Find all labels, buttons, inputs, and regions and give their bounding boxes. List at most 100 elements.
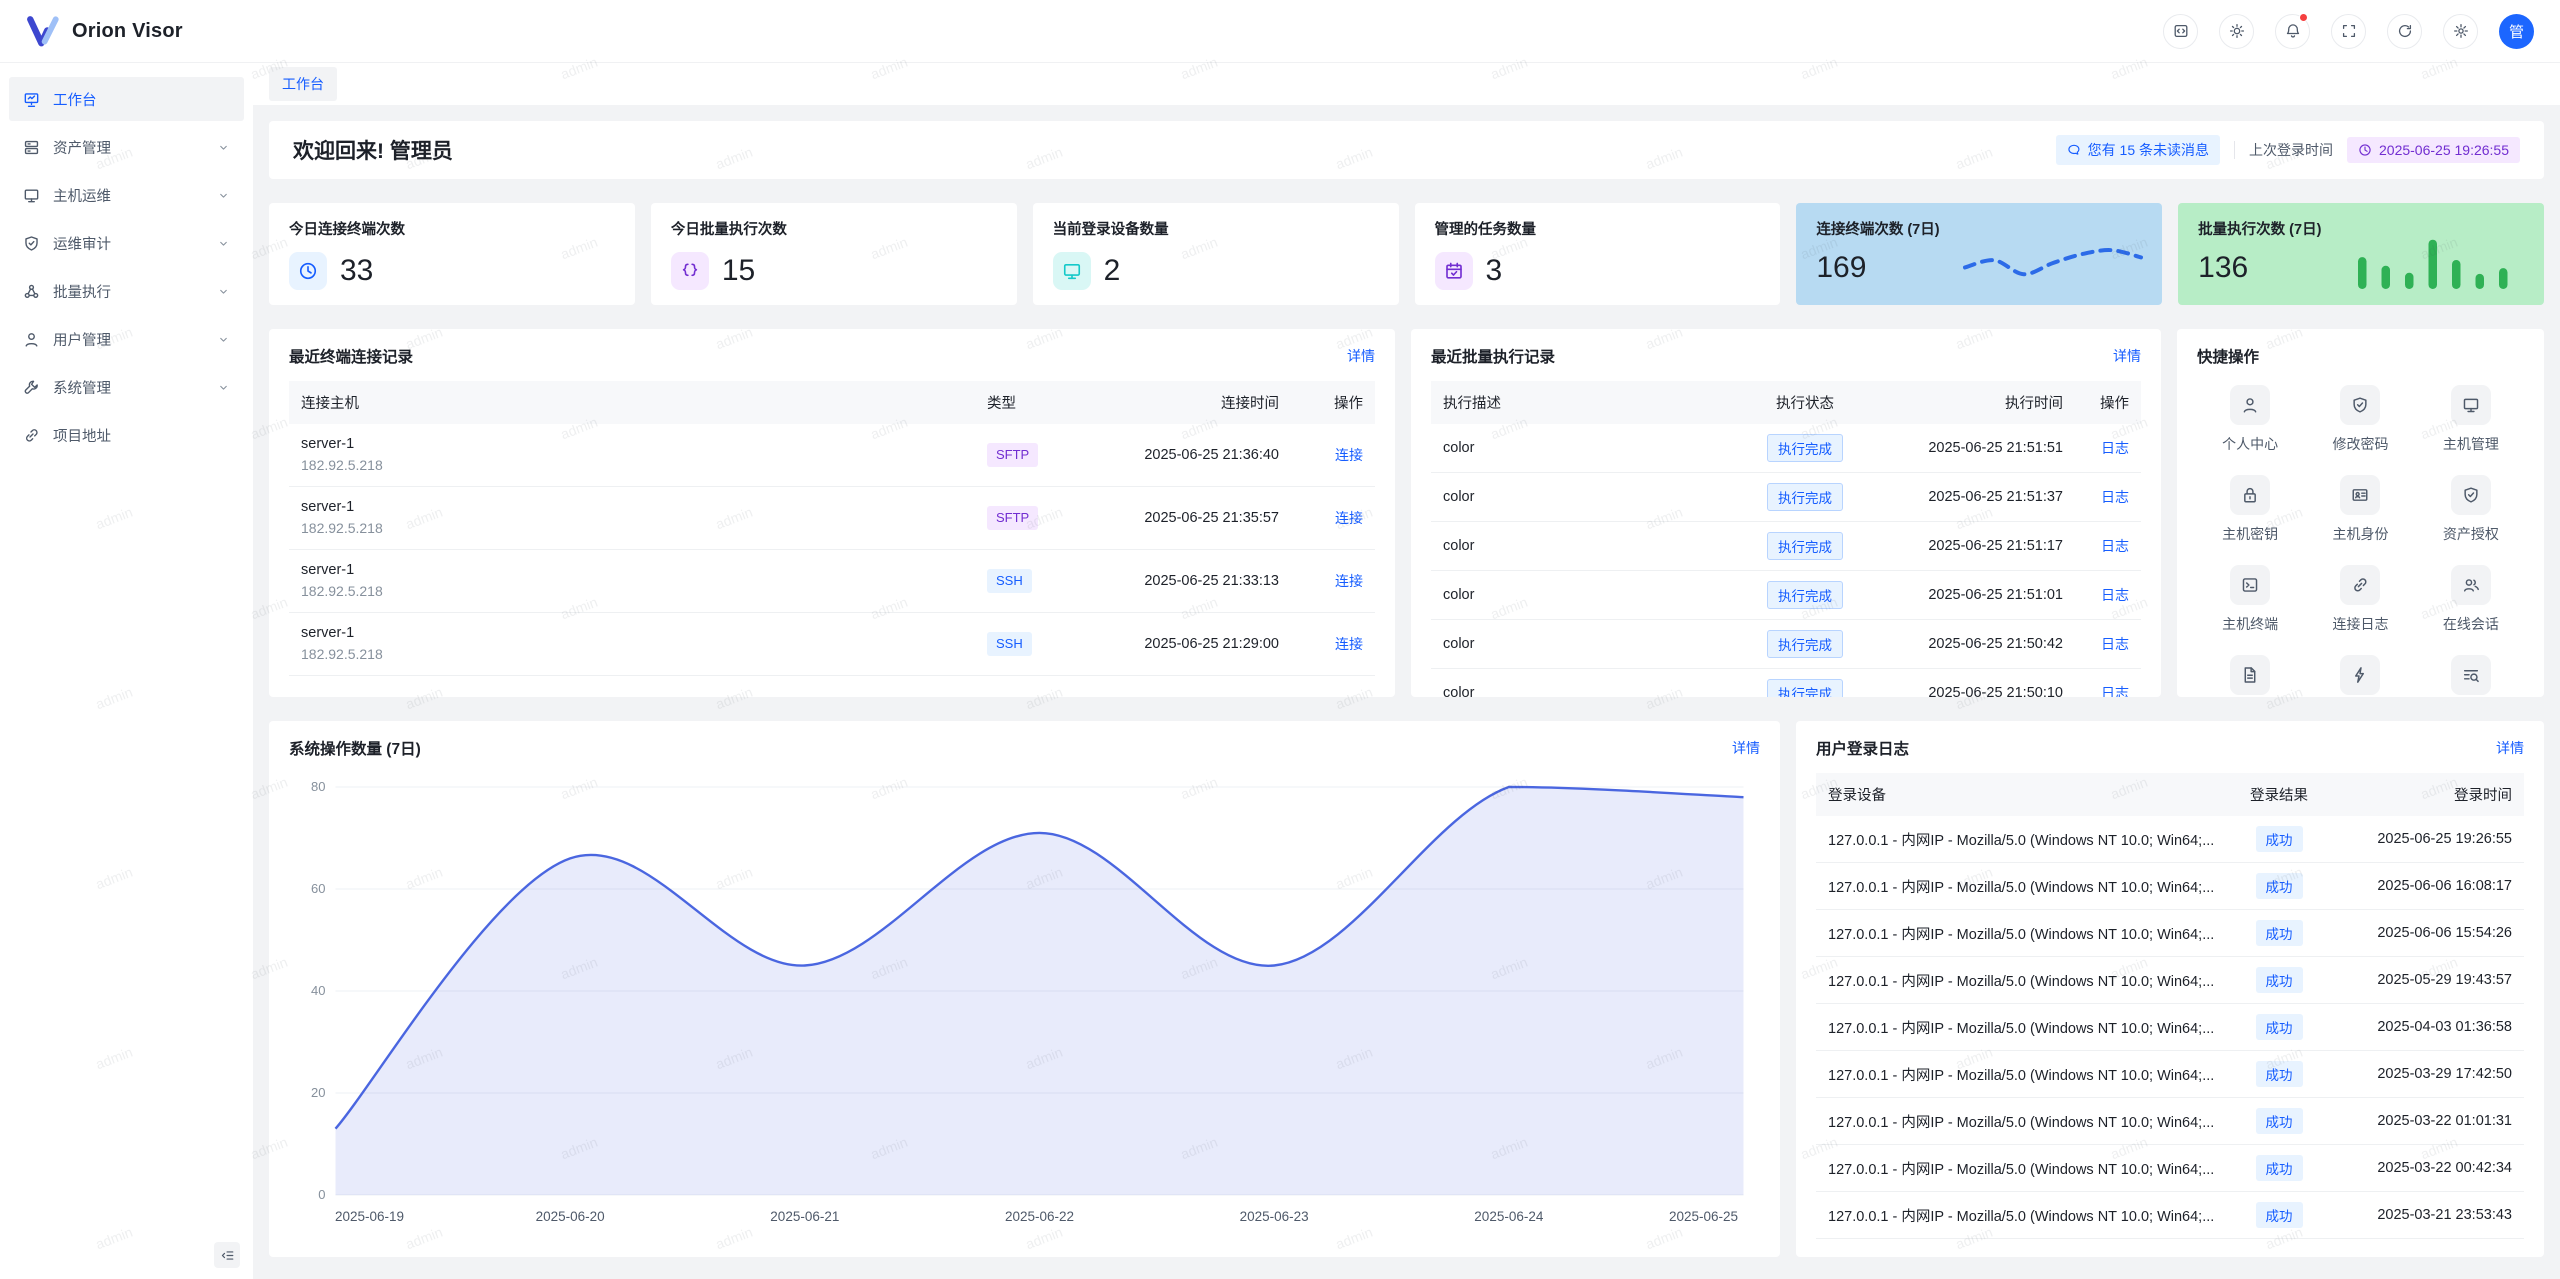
table-row: color 执行完成 2025-06-25 21:51:37 日志 [1431,472,2141,522]
quick-action[interactable]: 个人中心 [2197,385,2303,454]
quick-action[interactable]: 资产授权 [2418,475,2524,544]
breadcrumb[interactable]: 工作台 [269,67,337,101]
terminal-details-link[interactable]: 详情 [1347,348,1375,364]
settings-button[interactable] [2443,13,2478,49]
quick-action[interactable]: 在线会话 [2418,565,2524,634]
notifications-button[interactable] [2275,12,2310,49]
svg-text:60: 60 [311,881,325,896]
svg-text:2025-06-21: 2025-06-21 [770,1209,839,1224]
terminal-7d-card: 连接终端次数 (7日) 169 [1796,203,2163,305]
bell-icon [2285,23,2301,39]
log-link[interactable]: 日志 [2101,489,2129,505]
sidebar-item[interactable]: 主机运维 [9,173,244,217]
connect-link[interactable]: 连接 [1335,510,1363,526]
log-link[interactable]: 日志 [2101,440,2129,456]
code-button[interactable] [2163,13,2198,49]
login-device: 127.0.0.1 - 内网IP - Mozilla/5.0 (Windows … [1816,1097,2220,1145]
connect-link[interactable]: 连接 [1335,573,1363,589]
batch-details-link[interactable]: 详情 [2113,348,2141,364]
login-device: 127.0.0.1 - 内网IP - Mozilla/5.0 (Windows … [1816,956,2220,1004]
quick-action[interactable]: 文件操作日志 [2197,655,2303,697]
col-header: 操作 [2075,381,2141,424]
theme-toggle-button[interactable] [2219,13,2254,49]
login-result-badge: 成功 [2255,873,2303,899]
panel-title: 系统操作数量 (7日) [289,741,421,758]
online-session-icon [2450,565,2491,605]
sidebar-item[interactable]: 项目地址 [9,413,244,457]
quick-action[interactable]: 修改密码 [2307,385,2413,454]
unread-messages-chip[interactable]: 您有 15 条未读消息 [2055,135,2220,165]
exec-time: 2025-06-25 21:51:01 [1880,570,2075,620]
quick-action[interactable]: 连接日志 [2307,565,2413,634]
exec-status-badge: 执行完成 [1767,630,1843,658]
chart-details-link[interactable]: 详情 [1732,740,1760,756]
user-avatar[interactable]: 管 [2499,13,2534,49]
log-link[interactable]: 日志 [2101,636,2129,652]
quick-action[interactable]: 执行日志 [2418,655,2524,697]
sidebar-collapse-button[interactable] [214,1242,240,1268]
host-ip: 182.92.5.218 [301,583,383,599]
stat-label: 当前登录设备数量 [1052,222,1169,238]
chevron-down-icon [217,189,230,202]
host-name: server-1 [301,436,355,452]
login-log-panel: 用户登录日志 详情 登录设备 登录结果 登录时间 [1796,721,2544,1257]
sidebar-item[interactable]: 运维审计 [9,221,244,265]
stat-value: 3 [1485,254,1503,287]
batch-7d-value: 136 [2198,251,2249,284]
file-op-log-icon [2230,655,2271,695]
sidebar-item[interactable]: 批量执行 [9,269,244,313]
log-link[interactable]: 日志 [2101,538,2129,554]
terminal-connections-table: 连接主机 类型 连接时间 操作 server-1 182 [289,381,1375,676]
table-row: server-1 182.92.5.218 SFTP 2025-06-25 21… [289,486,1375,550]
quick-action[interactable]: 主机身份 [2307,475,2413,544]
asset-auth-icon [2450,475,2491,515]
sidebar-item[interactable]: 系统管理 [9,365,244,409]
app-title: Orion Visor [72,19,183,42]
login-result-badge: 成功 [2255,1108,2303,1134]
sidebar-item[interactable]: 用户管理 [9,317,244,361]
user-mgmt-icon [23,331,40,348]
col-header: 操作 [1291,381,1375,424]
col-header: 类型 [975,381,1071,424]
exec-time: 2025-06-25 21:50:42 [1880,619,2075,669]
command-exec-icon [2340,655,2381,695]
quick-action[interactable]: 主机终端 [2197,565,2303,634]
quick-action-label: 个人中心 [2222,436,2279,452]
sidebar-item[interactable]: 工作台 [9,77,244,121]
stat-label: 今日连接终端次数 [289,222,405,238]
batch-7d-barchart [2358,239,2508,289]
terminal-7d-label: 连接终端次数 (7日) [1816,222,1940,238]
connect-link[interactable]: 连接 [1335,636,1363,652]
login-device: 127.0.0.1 - 内网IP - Mozilla/5.0 (Windows … [1816,862,2220,910]
log-link[interactable]: 日志 [2101,587,2129,603]
table-row: color 执行完成 2025-06-25 21:51:01 日志 [1431,570,2141,620]
profile-icon [2230,385,2271,425]
last-login-label: 上次登录时间 [2249,142,2333,158]
login-details-link[interactable]: 详情 [2496,740,2524,756]
brand[interactable]: Orion Visor [26,14,183,48]
quick-action[interactable]: 主机管理 [2418,385,2524,454]
stat-label: 管理的任务数量 [1434,222,1537,238]
svg-text:20: 20 [311,1085,325,1100]
stat-card: 管理的任务数量 3 [1414,203,1781,305]
col-header: 登录设备 [1816,773,2220,816]
sidebar-item[interactable]: 资产管理 [9,125,244,169]
connect-time: 2025-06-25 21:33:13 [1071,549,1291,613]
batch-7d-card: 批量执行次数 (7日) 136 [2178,203,2544,305]
table-row: color 执行完成 2025-06-25 21:50:42 日志 [1431,619,2141,669]
log-link[interactable]: 日志 [2101,685,2129,697]
sidebar-item-label: 项目地址 [53,428,111,445]
col-header: 登录结果 [2220,773,2338,816]
connect-link[interactable]: 连接 [1335,447,1363,463]
login-time: 2025-03-29 17:42:50 [2338,1050,2524,1098]
login-result-badge: 成功 [2255,1061,2303,1087]
col-header: 登录时间 [2338,773,2524,816]
workbench-icon [23,91,40,108]
quick-action[interactable]: 主机密钥 [2197,475,2303,544]
login-result-badge: 成功 [2255,1155,2303,1181]
fullscreen-button[interactable] [2331,13,2366,49]
refresh-button[interactable] [2387,13,2422,49]
quick-action-label: 修改密码 [2332,436,2389,452]
exec-status-badge: 执行完成 [1767,434,1843,462]
quick-action[interactable]: 命令执行 [2307,655,2413,697]
